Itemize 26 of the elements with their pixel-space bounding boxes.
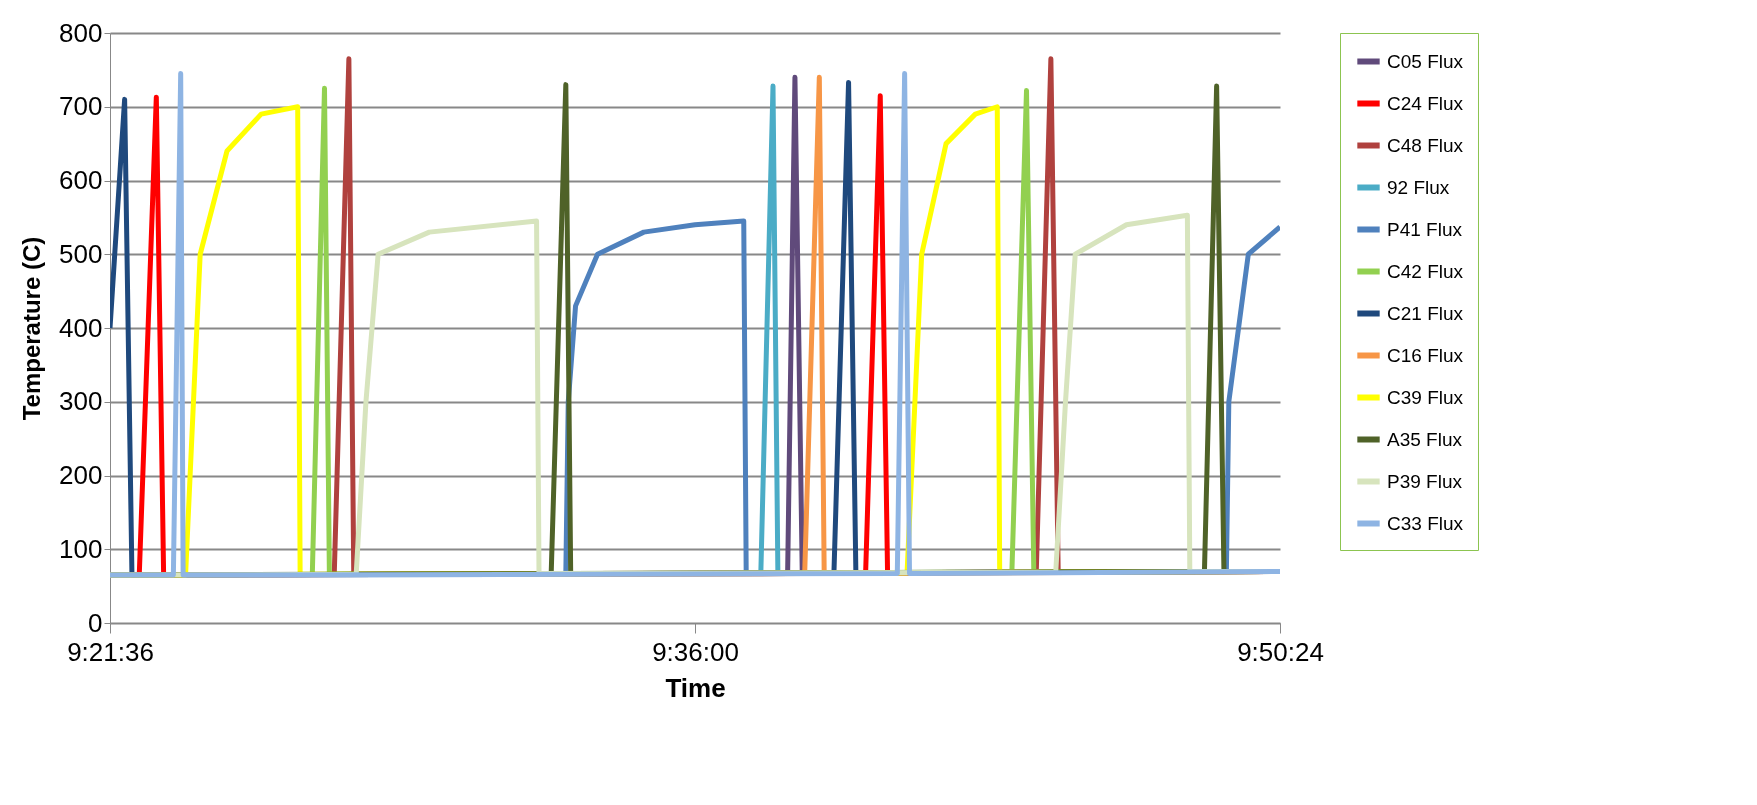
y-tick-label: 0 xyxy=(88,607,103,638)
legend-label: C16 Flux xyxy=(1387,344,1464,366)
legend-label: C24 Flux xyxy=(1387,92,1464,114)
legend-label: C42 Flux xyxy=(1387,260,1464,282)
x-tick-label: 9:36:00 xyxy=(652,636,739,667)
y-axis-title: Temperature (C) xyxy=(18,236,46,421)
legend-label: C05 Flux xyxy=(1387,50,1464,72)
y-tick-label: 300 xyxy=(59,386,103,417)
y-tick-label: 600 xyxy=(59,165,103,195)
y-tick-label: 500 xyxy=(59,238,103,269)
y-tick-label: 400 xyxy=(59,312,103,343)
legend-label: P39 Flux xyxy=(1387,470,1463,492)
x-tick-label: 9:21:36 xyxy=(67,636,154,667)
legend-label: C33 Flux xyxy=(1387,512,1464,534)
legend-label: C48 Flux xyxy=(1387,134,1464,156)
legend-label: C21 Flux xyxy=(1387,302,1464,324)
legend-label: A35 Flux xyxy=(1387,428,1463,450)
x-tick-label: 9:50:24 xyxy=(1237,636,1324,667)
legend-label: 92 Flux xyxy=(1387,176,1450,198)
y-tick-label: 100 xyxy=(59,533,103,564)
x-axis-title: Time xyxy=(665,672,726,703)
legend-label: C39 Flux xyxy=(1387,386,1464,408)
y-tick-label: 200 xyxy=(59,460,103,490)
legend-label: P41 Flux xyxy=(1387,218,1463,240)
y-tick-label: 800 xyxy=(59,17,103,48)
y-tick-label: 700 xyxy=(59,91,103,122)
